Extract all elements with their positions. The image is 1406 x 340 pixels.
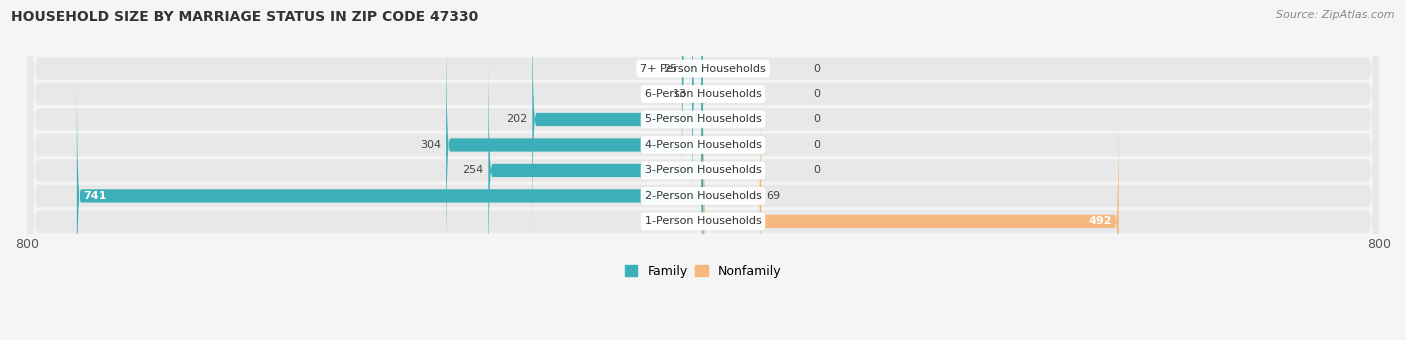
FancyBboxPatch shape xyxy=(28,0,1378,340)
FancyBboxPatch shape xyxy=(682,0,703,189)
Text: 6-Person Households: 6-Person Households xyxy=(644,89,762,99)
Text: 4-Person Households: 4-Person Households xyxy=(644,140,762,150)
Text: 0: 0 xyxy=(813,140,820,150)
Text: Source: ZipAtlas.com: Source: ZipAtlas.com xyxy=(1277,10,1395,20)
FancyBboxPatch shape xyxy=(28,0,1378,340)
FancyBboxPatch shape xyxy=(446,24,703,266)
Text: 69: 69 xyxy=(766,191,780,201)
FancyBboxPatch shape xyxy=(28,0,1378,340)
Text: 0: 0 xyxy=(813,166,820,175)
Text: 5-Person Households: 5-Person Households xyxy=(644,115,762,124)
FancyBboxPatch shape xyxy=(77,75,703,317)
Text: 25: 25 xyxy=(662,64,676,73)
FancyBboxPatch shape xyxy=(488,50,703,291)
Text: 254: 254 xyxy=(463,166,484,175)
Text: 304: 304 xyxy=(420,140,441,150)
FancyBboxPatch shape xyxy=(28,0,1378,340)
FancyBboxPatch shape xyxy=(533,0,703,240)
FancyBboxPatch shape xyxy=(692,0,703,215)
Text: 2-Person Households: 2-Person Households xyxy=(644,191,762,201)
FancyBboxPatch shape xyxy=(28,0,1378,340)
Text: 202: 202 xyxy=(506,115,527,124)
Text: 0: 0 xyxy=(813,89,820,99)
Text: 0: 0 xyxy=(813,64,820,73)
FancyBboxPatch shape xyxy=(28,0,1378,340)
FancyBboxPatch shape xyxy=(703,101,1119,340)
Text: 3-Person Households: 3-Person Households xyxy=(644,166,762,175)
Text: 7+ Person Households: 7+ Person Households xyxy=(640,64,766,73)
FancyBboxPatch shape xyxy=(28,0,1378,340)
Text: 741: 741 xyxy=(83,191,107,201)
Text: 492: 492 xyxy=(1088,216,1112,226)
Text: 0: 0 xyxy=(813,115,820,124)
Text: HOUSEHOLD SIZE BY MARRIAGE STATUS IN ZIP CODE 47330: HOUSEHOLD SIZE BY MARRIAGE STATUS IN ZIP… xyxy=(11,10,478,24)
Text: 1-Person Households: 1-Person Households xyxy=(644,216,762,226)
Text: 13: 13 xyxy=(673,89,688,99)
FancyBboxPatch shape xyxy=(703,75,761,317)
Legend: Family, Nonfamily: Family, Nonfamily xyxy=(624,265,782,278)
